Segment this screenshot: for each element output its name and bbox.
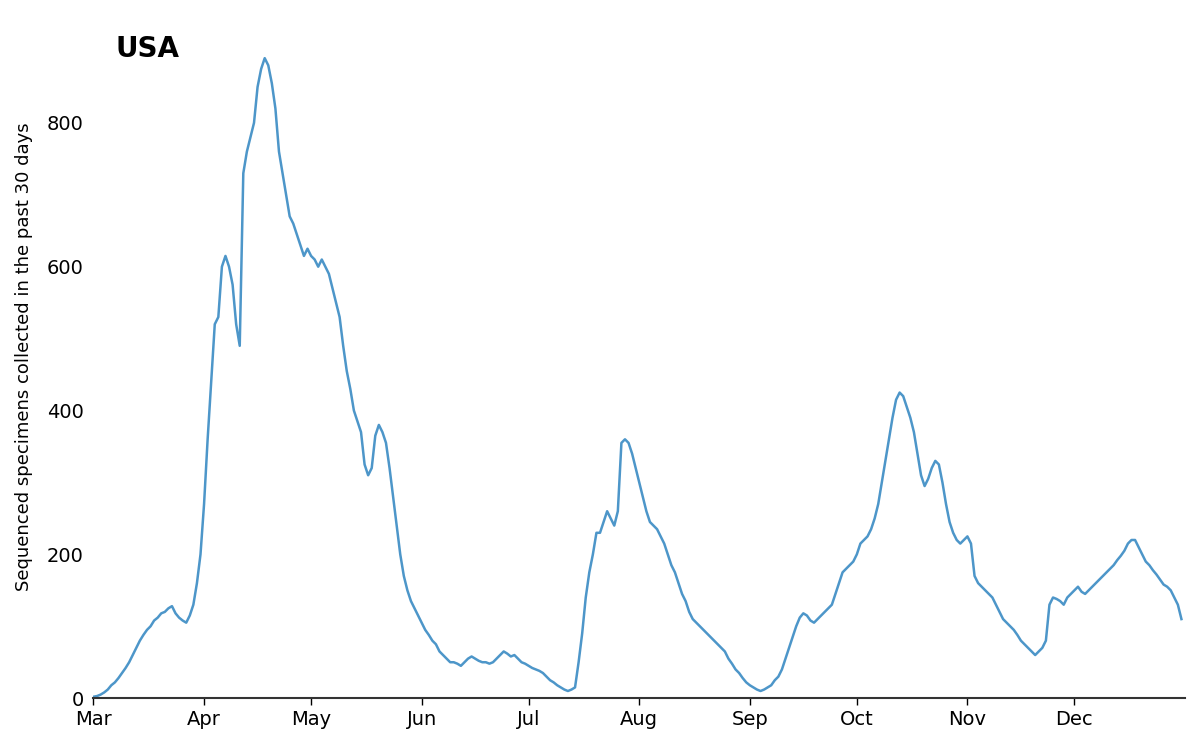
Y-axis label: Sequenced specimens collected in the past 30 days: Sequenced specimens collected in the pas… bbox=[14, 122, 34, 591]
Text: USA: USA bbox=[115, 36, 179, 63]
